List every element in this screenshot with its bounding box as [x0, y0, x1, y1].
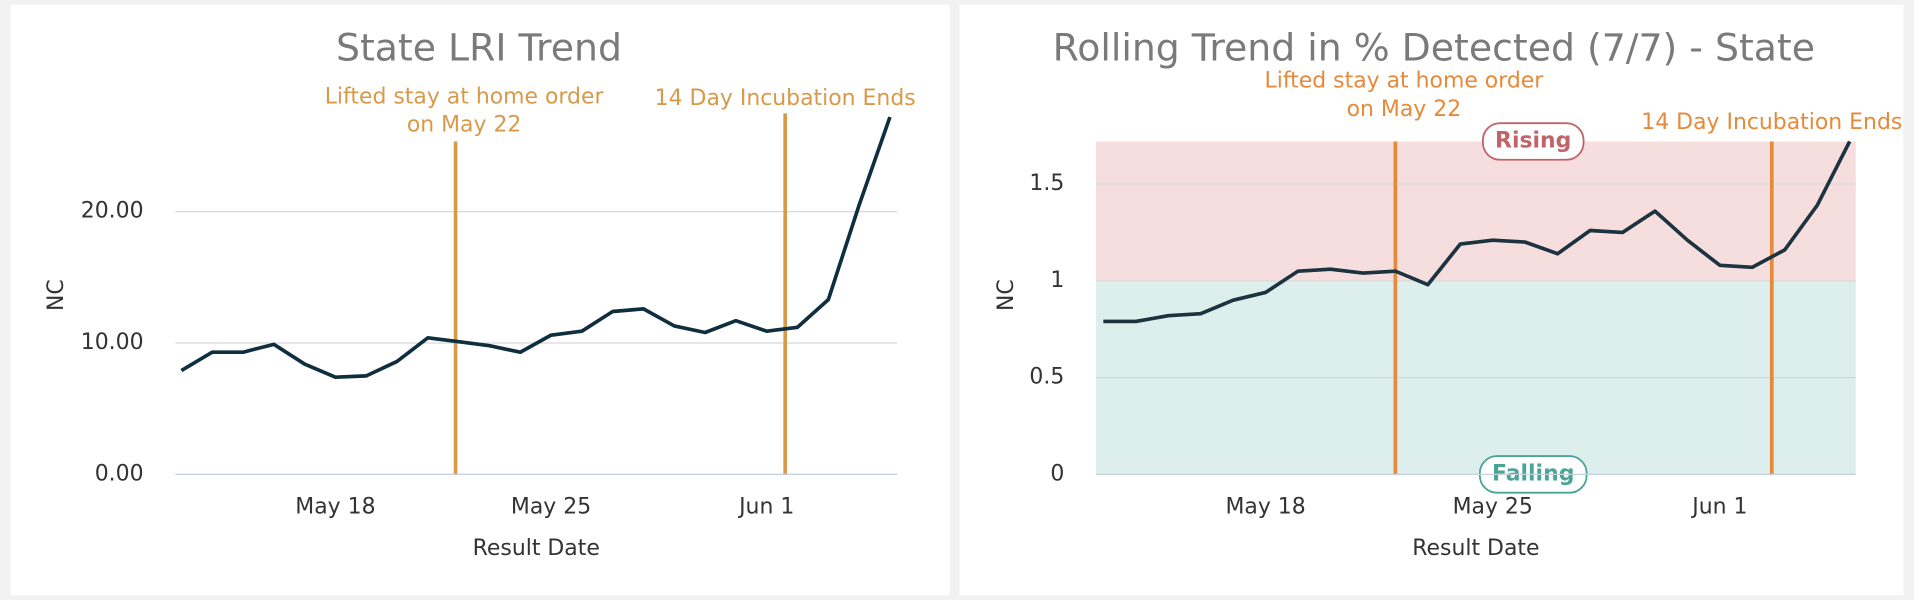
annotation-text: 14 Day Incubation Ends: [1641, 110, 1902, 135]
x-tick-label: May 25: [1453, 494, 1533, 519]
line: [1103, 140, 1852, 324]
y-axis-title: NC: [994, 279, 1019, 311]
y-axis-title: NC: [44, 279, 69, 311]
y-tick-label: 20.00: [81, 199, 144, 224]
chart-title: State LRI Trend: [336, 26, 622, 70]
y-tick-label: 10.00: [81, 330, 144, 355]
panel: [10, 4, 950, 596]
band-label: Rising: [1495, 128, 1571, 153]
x-axis-title: Result Date: [1412, 536, 1539, 561]
band-label-box: [1481, 122, 1585, 161]
x-tick-label: Jun 1: [1690, 494, 1747, 519]
x-tick-label: Jun 1: [737, 494, 794, 519]
y-tick-label: 0: [1050, 461, 1064, 486]
x-tick-label: May 25: [511, 494, 591, 519]
chart-title: Rolling Trend in % Detected (7/7) - Stat…: [1053, 26, 1815, 70]
x-axis-title: Result Date: [473, 536, 600, 561]
y-tick-label: 1: [1050, 268, 1064, 293]
annotation-text: Lifted stay at home order: [325, 85, 605, 110]
y-tick-label: 1.5: [1029, 171, 1064, 196]
line: [180, 116, 892, 380]
x-tick-label: May 18: [1225, 494, 1305, 519]
band: [1096, 141, 1856, 281]
y-tick-label: 0.00: [95, 461, 144, 486]
annotation-text: Lifted stay at home order: [1265, 69, 1545, 94]
annotation-text: on May 22: [407, 113, 522, 138]
annotation-text: on May 22: [1347, 97, 1462, 122]
x-tick-label: May 18: [295, 494, 375, 519]
annotation-text: 14 Day Incubation Ends: [655, 86, 916, 111]
y-tick-label: 0.5: [1029, 365, 1064, 390]
